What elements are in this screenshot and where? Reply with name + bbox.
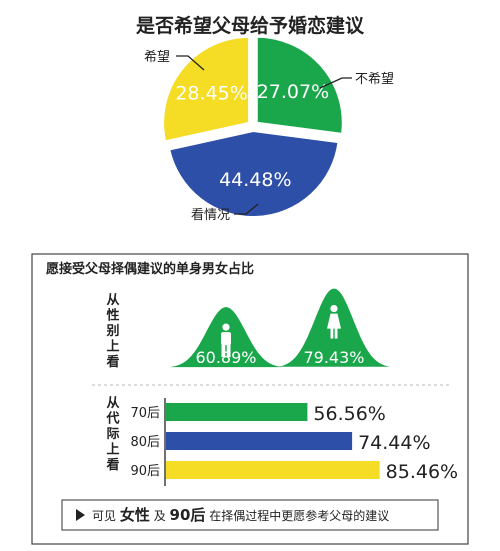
panel-title: 愿接受父母择偶建议的单身男女占比 — [46, 261, 254, 277]
slice-label-no: 不希望 — [355, 71, 394, 87]
group-label-char: 从 — [106, 293, 119, 308]
group-label-char: 上 — [106, 340, 119, 355]
triangle-right-icon — [76, 509, 85, 521]
group-label-char: 代 — [105, 411, 119, 427]
group-label-char: 看 — [106, 354, 119, 370]
slice-label-depends: 看情况 — [191, 207, 230, 223]
pie-value-label: 44.48% — [219, 169, 291, 191]
pie-value-label: 28.45% — [175, 83, 247, 105]
bar-category-label: 80后 — [130, 435, 160, 450]
male-figure-icon — [221, 323, 231, 358]
footer-text: 可见 女性 及 90后 在择偶过程中更愿参考父母的建议 — [92, 506, 389, 524]
female-figure-icon — [327, 304, 341, 339]
pie-chart: 27.07% 44.48% 28.45% — [162, 35, 344, 218]
footer-part5: 在择偶过程中更愿参考父母的建议 — [209, 508, 389, 523]
footer-part2: 女性 — [120, 506, 150, 524]
group-label-gender: 从性别上看 — [105, 293, 119, 370]
pie-slice — [255, 35, 344, 135]
bar-value-label: 56.56% — [313, 403, 385, 425]
group-label-char: 上 — [106, 443, 119, 458]
pie-slice — [168, 129, 340, 218]
generation-bar-chart: 70后 56.56% 80后 74.44% 90后 85.46% — [130, 403, 458, 483]
footer-box — [61, 499, 439, 531]
gender-bell-curves: 60.89% 79.43% — [170, 288, 390, 368]
group-label-generation: 从代际上看 — [105, 396, 119, 473]
bar-value-label: 74.44% — [358, 432, 430, 454]
leader-line-no — [319, 77, 352, 89]
group-label-char: 看 — [106, 457, 119, 473]
leader-line-depends — [234, 203, 259, 215]
pie-value-label: 27.07% — [257, 81, 329, 103]
bar-category-label: 70后 — [130, 406, 160, 421]
footer-part1: 可见 — [92, 509, 116, 523]
leader-line-yes — [176, 55, 205, 71]
footer-part4: 90后 — [170, 506, 206, 524]
bar — [166, 432, 353, 450]
bar — [166, 461, 380, 479]
slice-label-yes: 希望 — [144, 49, 170, 65]
bar-category-label: 90后 — [130, 464, 160, 479]
group-label-char: 际 — [106, 427, 119, 442]
bell-value-label: 60.89% — [195, 348, 256, 367]
bar-value-label: 85.46% — [386, 461, 458, 483]
pie-slice — [162, 35, 251, 143]
panel-border — [31, 253, 469, 545]
group-label-char: 性 — [106, 308, 119, 324]
pie-chart-title: 是否希望父母给予婚恋建议 — [136, 14, 365, 37]
footer-part3: 及 — [154, 509, 166, 523]
bar — [166, 403, 308, 421]
group-label-char: 别 — [105, 324, 119, 339]
bell-value-label: 79.43% — [303, 348, 364, 367]
group-label-char: 从 — [106, 396, 119, 411]
